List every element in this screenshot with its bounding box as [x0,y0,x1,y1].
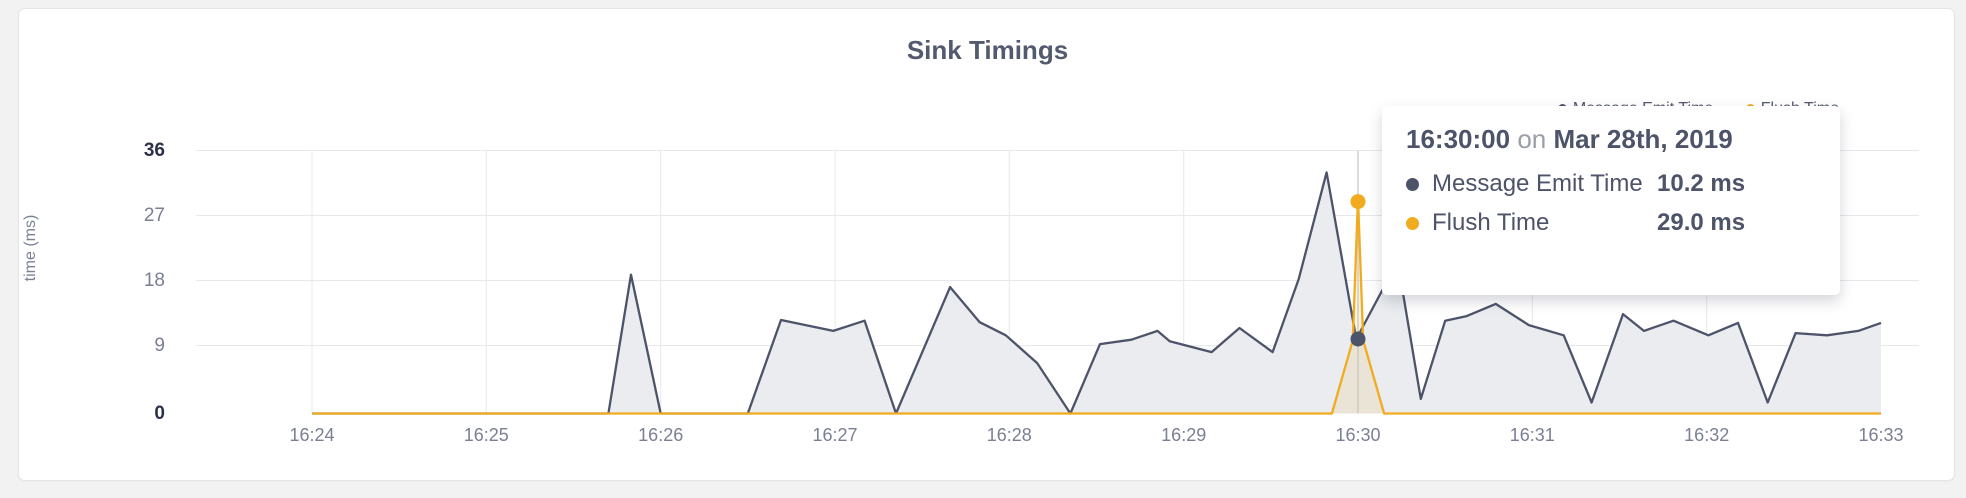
svg-text:16:30: 16:30 [1335,425,1380,445]
svg-text:16:25: 16:25 [464,425,509,445]
svg-text:36: 36 [144,140,165,161]
svg-text:27: 27 [144,205,165,226]
svg-text:16:26: 16:26 [638,425,683,445]
svg-text:16:33: 16:33 [1858,425,1903,445]
svg-text:16:32: 16:32 [1684,425,1729,445]
svg-text:16:28: 16:28 [987,425,1032,445]
svg-text:0: 0 [154,403,165,424]
svg-text:16:29: 16:29 [1161,425,1206,445]
svg-text:9: 9 [154,335,165,356]
svg-text:18: 18 [144,270,165,291]
svg-text:16:31: 16:31 [1510,425,1555,445]
svg-text:16:24: 16:24 [289,425,334,445]
svg-text:16:27: 16:27 [812,425,857,445]
